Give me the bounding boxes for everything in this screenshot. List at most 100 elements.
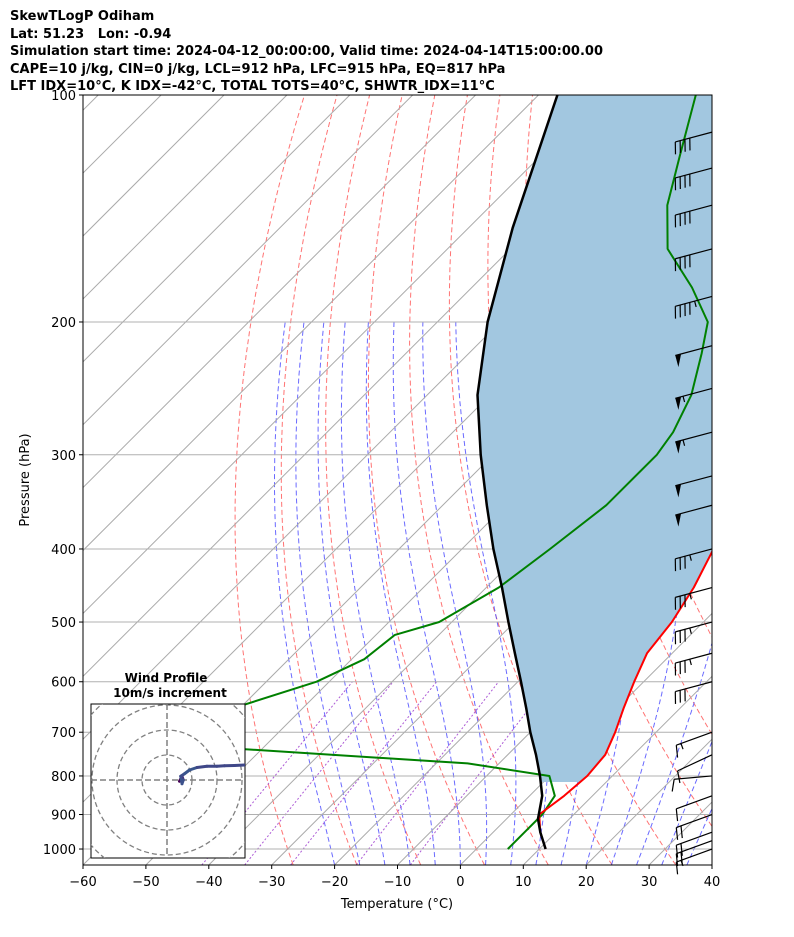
barb-staff: [675, 295, 713, 307]
barb-staff: [675, 167, 713, 179]
x-tick-label: −40: [195, 875, 222, 890]
y-tick-label: 200: [51, 316, 76, 331]
barb-staff: [676, 831, 713, 846]
barb-half: [689, 627, 692, 634]
barb-staff: [675, 387, 713, 399]
stability-indices-2: LFT IDX=10°C, K IDX=-42°C, TOTAL TOTS=40…: [10, 79, 495, 94]
barb-flag: [675, 484, 682, 498]
wind-barb: [675, 431, 713, 454]
isotherm: [397, 549, 712, 865]
hodograph-subtitle: 10m/s increment: [113, 686, 227, 700]
moist-adiabat: [686, 807, 712, 865]
barb-full: [680, 851, 683, 865]
barb-staff: [675, 345, 713, 357]
barb-full: [675, 827, 679, 840]
temperature-line: [538, 549, 712, 850]
hodograph-plot: [91, 704, 245, 858]
moist-adiabat: [295, 321, 361, 865]
mixing-ratio-line: [290, 681, 437, 865]
dry-adiabat: [728, 95, 794, 865]
dry-adiabat: [280, 95, 358, 865]
y-tick-label: 1000: [43, 843, 76, 858]
wind-barb: [675, 387, 713, 410]
barb-flag: [675, 353, 682, 368]
barb-staff: [675, 431, 713, 443]
dry-adiabat: [761, 95, 794, 865]
barb-half: [682, 439, 686, 446]
hodograph-frame: [90, 703, 246, 859]
barb-full: [680, 843, 683, 856]
dry-adiabat: [367, 95, 485, 865]
barb-staff: [676, 795, 713, 810]
wind-barb: [674, 204, 713, 228]
y-tick-label: 400: [51, 543, 76, 558]
hodograph-segment: [233, 763, 245, 767]
isotherm: [522, 675, 712, 865]
wind-barbs: [671, 131, 713, 875]
y-tick-label: 100: [51, 89, 76, 104]
y-tick-label: 600: [51, 676, 76, 691]
cape-area: [477, 95, 712, 782]
y-tick-label: 900: [51, 809, 76, 824]
moist-adiabat: [392, 321, 461, 865]
barb-full: [675, 853, 679, 867]
moist-adiabat: [422, 321, 488, 865]
wind-barb: [674, 586, 713, 610]
x-tick-label: −30: [258, 875, 285, 890]
barb-staff: [675, 652, 713, 664]
moist-adiabat: [317, 321, 386, 865]
isotherm: [83, 95, 602, 615]
isotherm: [83, 95, 225, 237]
barb-half: [689, 593, 692, 600]
barb-staff: [675, 131, 713, 143]
barb-flag: [675, 440, 682, 454]
wind-barb: [675, 504, 713, 527]
y-tick-label: 700: [51, 726, 76, 741]
moist-adiabat: [274, 321, 336, 865]
barb-full: [675, 861, 679, 875]
hodograph-segment: [195, 764, 209, 769]
x-tick-label: 0: [456, 875, 464, 890]
simulation-times: Simulation start time: 2024-04-12_00:00:…: [10, 44, 603, 59]
barb-half: [682, 396, 686, 403]
barb-staff: [675, 621, 713, 633]
wind-barb: [675, 813, 713, 840]
wind-barb: [674, 131, 713, 155]
hodograph: Wind Profile 10m/s increment: [90, 671, 246, 859]
moist-adiabat: [661, 740, 712, 865]
wind-barb: [676, 754, 713, 784]
station-coordinates: Lat: 51.23 Lon: -0.94: [10, 26, 172, 42]
barb-half: [689, 554, 692, 561]
isotherm: [83, 95, 414, 426]
x-tick-label: 40: [704, 875, 721, 890]
isotherm: [334, 486, 712, 865]
barb-full: [675, 845, 679, 858]
wind-barb: [675, 831, 713, 858]
x-axis-label: Temperature (°C): [340, 897, 453, 912]
dewpoint-line: [120, 95, 709, 850]
chart-header: SkewTLogP Odiham Lat: 51.23 Lon: -0.94 S…: [10, 8, 603, 96]
barb-full: [676, 770, 681, 784]
barb-staff: [674, 775, 713, 780]
moist-adiabat: [340, 321, 411, 865]
y-tick-label: 500: [51, 616, 76, 631]
barb-staff: [675, 681, 713, 693]
x-tick-label: 20: [578, 875, 595, 890]
mixing-ratio-line: [244, 681, 394, 865]
parcel-line: [476, 95, 559, 850]
dry-adiabat: [325, 95, 422, 865]
moist-adiabat: [365, 321, 436, 865]
barb-staff: [675, 586, 713, 598]
moist-adiabat: [455, 322, 517, 865]
dry-adiabat: [409, 95, 549, 865]
barb-half: [689, 659, 692, 666]
barb-half: [694, 300, 697, 308]
x-tick-label: −50: [132, 875, 159, 890]
cape-fill: [477, 95, 712, 782]
barb-staff: [675, 548, 713, 560]
axes: −60 −50 −40 −30 −20 −10 0 10 20 30 40 1000 900 800 700…: [43, 89, 720, 890]
barb-staff: [675, 475, 713, 487]
wind-barb: [674, 248, 713, 272]
barb-staff: [676, 731, 713, 746]
